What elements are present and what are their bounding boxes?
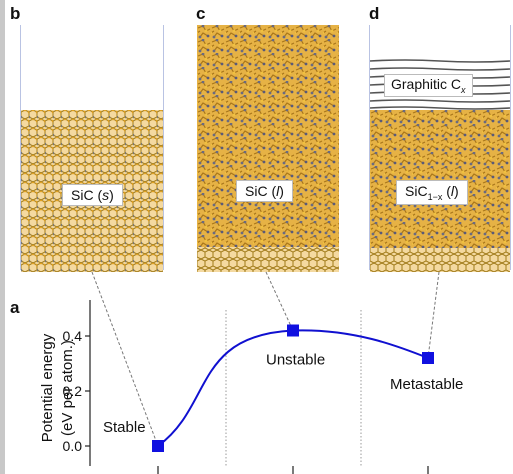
y-tick-label: 0.0 [63, 438, 83, 454]
y-axis-label-line2: (eV per atom.) [59, 340, 76, 436]
point-labels: Stable Unstable Metastable [103, 352, 463, 437]
y-axis-label-line1: Potential energy [39, 333, 56, 442]
label-graphitic-carbon: Graphitic Cx [384, 74, 473, 97]
cell-wall-b-right [163, 25, 164, 270]
cell-wall-d-left [369, 25, 370, 270]
label-sub: x [461, 84, 466, 95]
label-mid: ( [442, 183, 451, 199]
markers [152, 324, 434, 452]
panel-connectors [91, 271, 440, 447]
label-sub: 1−x [427, 191, 443, 202]
y-tick-label: 0.2 [63, 383, 83, 399]
point-label-stable: Stable [103, 419, 146, 436]
y-tick-label: 0.4 [63, 328, 83, 344]
crystal-sic-image [21, 110, 163, 272]
liquid-sic1x-image [370, 110, 510, 272]
panel-letter-a: a [10, 298, 20, 317]
label-text: SiC [405, 183, 428, 199]
connector-1 [265, 271, 294, 331]
point-label-unstable: Unstable [266, 352, 325, 369]
label-sic-solid: SiC (s) [62, 184, 123, 206]
energy-curve [157, 329, 429, 447]
point-label-metastable: Metastable [390, 376, 463, 393]
label-end: ) [109, 187, 114, 203]
point-marker-unstable [287, 324, 299, 337]
connector-2 [427, 271, 440, 359]
label-text: Graphitic C [391, 76, 462, 92]
connector-0 [91, 271, 159, 447]
point-marker-stable [152, 440, 164, 452]
cell-wall-d-right [510, 25, 511, 270]
panel-letter-c: c [196, 4, 206, 23]
label-italic: s [102, 187, 110, 203]
liquid-sic-image [197, 25, 339, 272]
label-italic: l [450, 183, 455, 199]
label-text: SiC ( [245, 183, 277, 199]
label-italic: l [276, 183, 280, 199]
label-sic-liquid: SiC (l) [236, 180, 293, 202]
label-end: ) [279, 183, 284, 199]
frame-border [0, 0, 5, 474]
axes: 0.0 0.2 0.4 [63, 300, 429, 474]
label-text: SiC ( [71, 187, 103, 203]
panel-letter-b: b [10, 4, 21, 23]
point-marker-metastable [422, 352, 434, 364]
panel-letter-d: d [369, 4, 380, 23]
cell-wall-b-left [20, 25, 21, 270]
grid-lines [225, 310, 362, 466]
label-sic1x-liquid: SiC1−x (l) [396, 180, 468, 205]
label-end: ) [454, 183, 459, 199]
